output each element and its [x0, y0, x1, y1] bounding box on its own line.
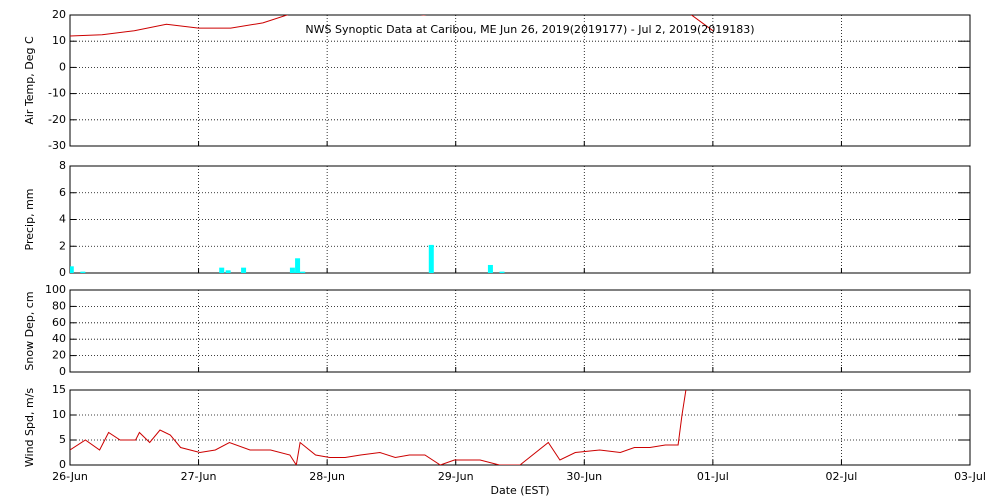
y-tick-label: -10 [48, 87, 66, 100]
bar [295, 258, 301, 273]
panel-frame [69, 14, 971, 147]
y-axis-label: Air Temp, Deg C [23, 36, 36, 125]
x-tick-label: 29-Jun [438, 470, 474, 483]
x-tick-label: 28-Jun [309, 470, 345, 483]
y-tick-label: 0 [59, 365, 66, 378]
x-tick-label: 30-Jun [566, 470, 602, 483]
y-tick-label: 80 [52, 299, 66, 312]
y-tick-label: 4 [59, 213, 66, 226]
y-tick-label: 6 [59, 186, 66, 199]
x-tick-label: 26-Jun [52, 470, 88, 483]
panel-frame [69, 389, 971, 466]
bar [300, 271, 306, 273]
y-tick-label: 0 [59, 60, 66, 73]
y-tick-label: 10 [52, 34, 66, 47]
bar [70, 266, 74, 273]
y-tick-label: 8 [59, 159, 66, 172]
y-tick-label: 5 [59, 433, 66, 446]
bar [499, 271, 505, 273]
x-axis-label: Date (EST) [490, 484, 549, 497]
y-tick-label: 2 [59, 239, 66, 252]
y-tick-label: 0 [59, 266, 66, 279]
bar [428, 244, 434, 273]
y-axis-label: Wind Spd, m/s [23, 388, 36, 468]
y-tick-label: 0 [59, 458, 66, 471]
bar [289, 267, 295, 273]
data-line [70, 390, 687, 465]
y-tick-label: 10 [52, 408, 66, 421]
y-tick-label: 15 [52, 383, 66, 396]
chart-title: NWS Synoptic Data at Caribou, ME Jun 26,… [305, 23, 754, 36]
y-tick-label: -30 [48, 139, 66, 152]
y-tick-label: 40 [52, 332, 66, 345]
x-tick-label: 01-Jul [697, 470, 729, 483]
panel-frame [69, 165, 971, 274]
y-axis-label: Precip, mm [23, 189, 36, 251]
y-axis-label: Snow Dep, cm [23, 291, 36, 370]
y-tick-label: -20 [48, 113, 66, 126]
x-tick-label: 02-Jul [825, 470, 857, 483]
bar [487, 264, 493, 273]
y-tick-label: 20 [52, 349, 66, 362]
bar [241, 267, 247, 273]
y-tick-label: 100 [45, 283, 66, 296]
y-tick-label: 20 [52, 8, 66, 21]
x-tick-label: 27-Jun [181, 470, 217, 483]
panel-frame [69, 289, 971, 373]
data-line [70, 15, 714, 37]
y-tick-label: 60 [52, 316, 66, 329]
x-tick-label: 03-Jul [954, 470, 986, 483]
bar [225, 270, 231, 273]
bar [80, 271, 86, 273]
bar [219, 267, 225, 273]
